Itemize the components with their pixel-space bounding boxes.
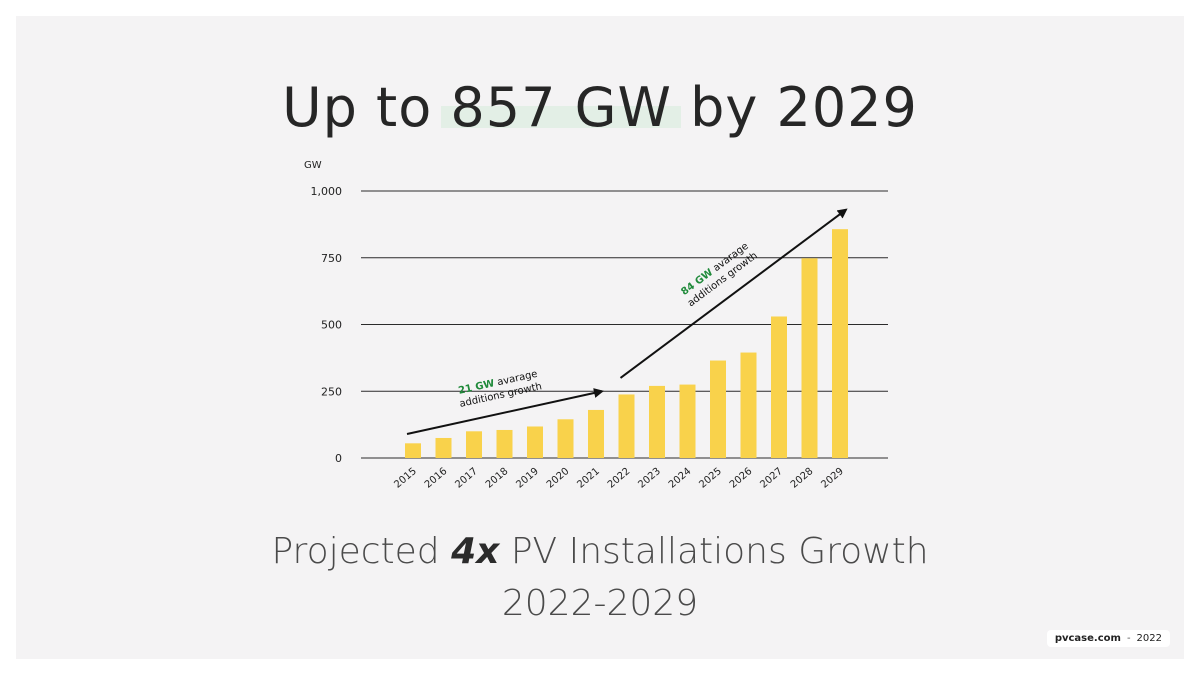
- bar: [588, 409, 604, 458]
- bar: [466, 431, 482, 458]
- x-tick-label: 2026: [728, 466, 755, 491]
- y-tick-label: 750: [321, 252, 342, 265]
- x-tick-label: 2021: [575, 466, 602, 491]
- bar: [649, 385, 665, 458]
- x-tick-label: 2017: [453, 466, 480, 491]
- caption-pre: Projected: [271, 531, 452, 572]
- caption-line-1: Projected 4x PV Installations Growth: [16, 526, 1184, 578]
- x-tick-label: 2025: [697, 466, 724, 491]
- title-highlight: [441, 106, 681, 128]
- footer-year: 2022: [1136, 633, 1162, 644]
- x-tick-label: 2027: [758, 466, 785, 491]
- y-tick-label: 500: [321, 319, 342, 332]
- growth-arrow: [406, 388, 604, 435]
- x-tick-label: 2018: [484, 466, 511, 491]
- x-tick-label: 2020: [545, 466, 572, 491]
- title-wrap: Up to 857 GW by 2029: [16, 74, 1184, 142]
- bar: [527, 426, 543, 458]
- bar: [801, 258, 818, 458]
- caption-multiplier: 4x: [451, 531, 500, 572]
- bars: [405, 229, 848, 458]
- y-axis-label: GW: [304, 160, 322, 171]
- footer-brand: pvcase.com: [1054, 633, 1121, 644]
- x-tick-label: 2028: [789, 466, 816, 491]
- x-tick-label: 2023: [636, 466, 663, 491]
- x-tick-labels: 2015 2016 2017 2018 2019 2020 2021 2022 2023 2024…: [392, 466, 846, 491]
- x-tick-label: 2024: [667, 466, 694, 491]
- bar: [496, 429, 513, 458]
- bar: [771, 316, 787, 458]
- x-tick-label: 2016: [423, 466, 450, 491]
- bar: [405, 443, 421, 458]
- slide: Up to 857 GW by 2029 GW 0 250 500 750 1,000 …: [16, 16, 1184, 659]
- y-tick-labels: 0 250 500 750 1,000: [311, 185, 343, 465]
- growth-arrow: [619, 208, 848, 379]
- bar: [618, 394, 635, 458]
- bar: [740, 352, 757, 458]
- bar: [435, 437, 452, 458]
- bar: [710, 360, 726, 458]
- caption-line-2: 2022-2029: [501, 583, 699, 624]
- chart-caption: Projected 4x PV Installations Growth 202…: [16, 526, 1184, 630]
- x-tick-label: 2019: [514, 466, 541, 491]
- y-tick-label: 1,000: [311, 185, 343, 198]
- y-tick-label: 250: [321, 385, 342, 398]
- bar: [557, 419, 574, 458]
- x-tick-label: 2015: [392, 466, 419, 491]
- bar: [832, 229, 848, 458]
- page-title: Up to 857 GW by 2029: [282, 76, 918, 139]
- footer-separator: -: [1126, 633, 1131, 644]
- x-tick-label: 2029: [819, 466, 846, 491]
- caption-post: PV Installations Growth: [499, 531, 929, 572]
- footer-badge: pvcase.com -2022: [1046, 630, 1170, 647]
- y-tick-label: 0: [335, 452, 342, 465]
- x-tick-label: 2022: [606, 466, 633, 491]
- bar: [679, 384, 696, 458]
